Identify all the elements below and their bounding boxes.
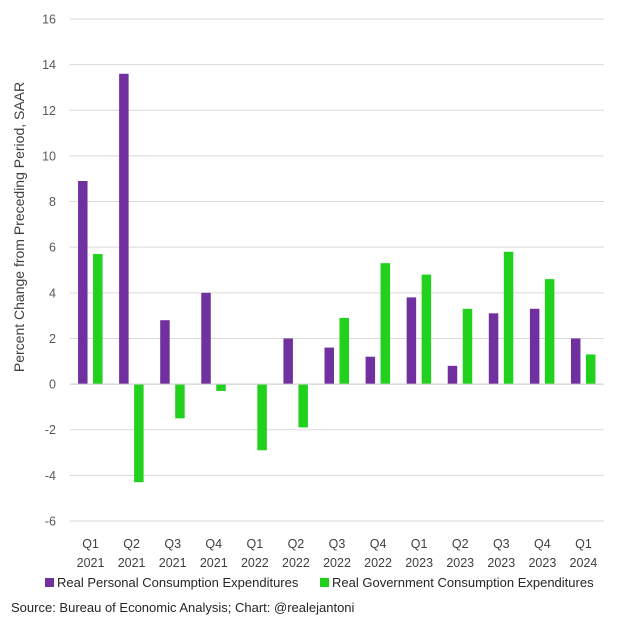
bar-personal: [160, 320, 170, 385]
legend-label-personal: Real Personal Consumption Expenditures: [57, 575, 299, 590]
x-tick-year: 2023: [528, 556, 556, 570]
gridlines: [70, 18, 604, 522]
bar-personal: [365, 356, 376, 385]
y-tick-label: 8: [49, 195, 56, 209]
x-tick-quarter: Q2: [452, 537, 469, 551]
y-tick-label: 2: [49, 332, 56, 346]
y-tick-label: -6: [45, 515, 56, 529]
y-tick-label: 0: [49, 378, 56, 392]
x-tick-quarter: Q2: [123, 537, 140, 551]
x-tick-quarter: Q4: [205, 537, 222, 551]
bar-government: [380, 263, 391, 385]
x-tick-quarter: Q1: [575, 537, 592, 551]
x-tick-quarter: Q3: [493, 537, 510, 551]
x-tick-year: 2021: [77, 556, 105, 570]
legend-swatch-government: [320, 578, 329, 587]
bar-government: [175, 384, 185, 419]
bar-personal: [283, 338, 293, 385]
x-tick-quarter: Q3: [329, 537, 346, 551]
x-tick-year: 2021: [159, 556, 187, 570]
x-tick-year: 2023: [446, 556, 474, 570]
x-tick-quarter: Q2: [288, 537, 305, 551]
x-tick-year: 2023: [487, 556, 515, 570]
x-tick-year: 2022: [282, 556, 310, 570]
bar-government: [585, 354, 596, 385]
bar-government: [134, 384, 144, 483]
bar-government: [93, 254, 103, 385]
bar-government: [421, 274, 432, 385]
bar-personal: [570, 338, 581, 385]
x-tick-quarter: Q1: [247, 537, 264, 551]
y-tick-label: 14: [42, 58, 56, 72]
bar-government: [544, 279, 555, 385]
x-tick-quarter: Q1: [82, 537, 99, 551]
y-tick-label: 4: [49, 286, 56, 300]
x-tick-quarter: Q1: [411, 537, 428, 551]
bar-government: [298, 384, 308, 428]
legend-swatch-personal: [45, 578, 54, 587]
bar-personal: [447, 365, 458, 385]
legend-label-government: Real Government Consumption Expenditures: [332, 575, 594, 590]
legend: Real Personal Consumption Expenditures R…: [45, 575, 594, 590]
bar-personal: [324, 347, 334, 385]
y-axis-ticks: -6 -4 -2 0 2 4 6 8 10 12 14 16: [42, 13, 56, 529]
bar-personal: [119, 73, 129, 385]
y-tick-label: 6: [49, 241, 56, 255]
bar-government: [216, 384, 226, 391]
bar-government: [339, 317, 349, 385]
x-tick-year: 2023: [405, 556, 433, 570]
source-note: Source: Bureau of Economic Analysis; Cha…: [11, 600, 355, 615]
x-tick-year: 2021: [200, 556, 228, 570]
x-tick-year: 2022: [323, 556, 351, 570]
x-axis-category-labels: Q1 2021 Q2 2021 Q3 2021 Q4 2021 Q1 2022 Q2 2022 Q3 20…: [77, 537, 598, 570]
bar-personal: [488, 313, 499, 385]
bars: [78, 73, 596, 483]
y-tick-label: 10: [42, 149, 56, 163]
bar-personal: [406, 297, 417, 385]
bar-government: [503, 251, 514, 385]
x-tick-quarter: Q4: [534, 537, 551, 551]
bar-government: [257, 384, 267, 451]
y-tick-label: -4: [45, 469, 56, 483]
x-tick-quarter: Q4: [370, 537, 387, 551]
y-tick-label: 12: [42, 104, 56, 118]
bar-personal: [78, 181, 88, 385]
bar-government: [462, 308, 473, 385]
x-tick-year: 2021: [118, 556, 146, 570]
x-tick-quarter: Q3: [164, 537, 181, 551]
x-tick-year: 2024: [570, 556, 598, 570]
y-tick-label: -2: [45, 423, 56, 437]
y-tick-label: 16: [42, 13, 56, 27]
y-axis-label: Percent Change from Preceding Period, SA…: [11, 82, 27, 372]
x-tick-year: 2022: [241, 556, 269, 570]
x-tick-year: 2022: [364, 556, 392, 570]
bar-personal: [529, 308, 540, 385]
bar-personal: [201, 292, 211, 385]
